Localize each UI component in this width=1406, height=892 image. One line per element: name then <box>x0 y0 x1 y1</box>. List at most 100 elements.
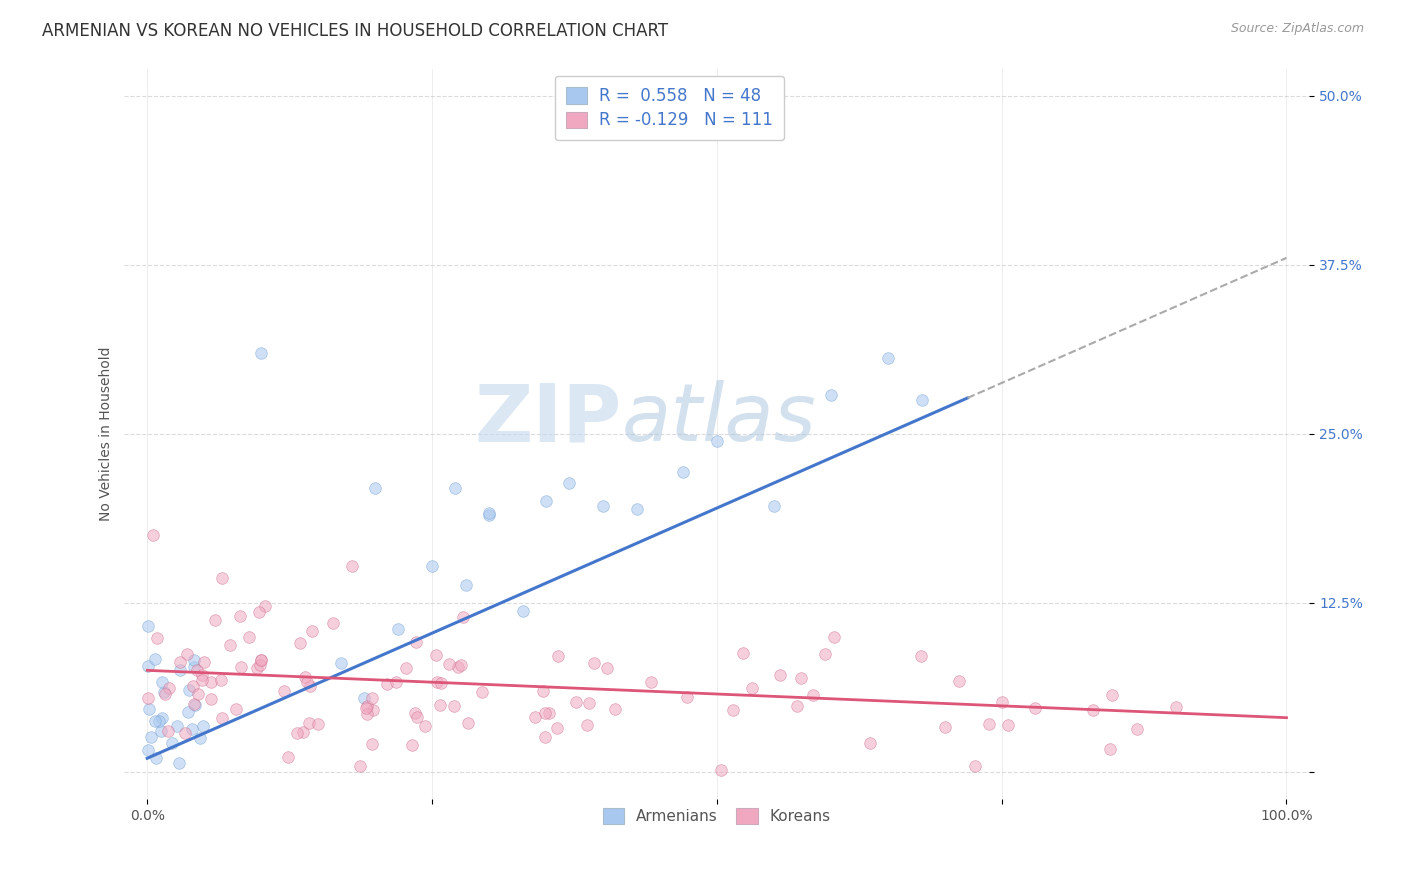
Point <box>211 571 233 585</box>
Point <box>166 719 188 733</box>
Point <box>229 660 252 674</box>
Point <box>430 676 453 690</box>
Point <box>204 613 226 627</box>
Point <box>322 615 344 630</box>
Point <box>721 702 744 716</box>
Point <box>820 388 842 402</box>
Point <box>991 695 1014 709</box>
Point <box>876 351 898 365</box>
Point <box>592 499 614 513</box>
Point <box>823 630 845 644</box>
Point <box>211 711 233 725</box>
Point <box>288 636 311 650</box>
Point <box>578 696 600 710</box>
Point <box>238 630 260 644</box>
Point <box>307 717 329 731</box>
Point <box>294 670 316 684</box>
Point <box>911 392 934 407</box>
Point <box>229 609 252 624</box>
Point <box>387 622 409 636</box>
Point <box>801 688 824 702</box>
Point <box>187 687 209 701</box>
Point <box>157 681 180 695</box>
Point <box>253 599 276 613</box>
Y-axis label: No Vehicles in Household: No Vehicles in Household <box>100 346 114 521</box>
Point <box>565 695 588 709</box>
Point <box>456 578 478 592</box>
Point <box>138 702 160 716</box>
Point <box>533 706 555 721</box>
Point <box>1098 742 1121 756</box>
Point <box>814 647 837 661</box>
Point <box>471 685 494 699</box>
Point <box>225 702 247 716</box>
Point <box>451 609 474 624</box>
Point <box>136 618 159 632</box>
Point <box>209 673 232 688</box>
Point <box>136 658 159 673</box>
Point <box>200 675 222 690</box>
Point <box>710 763 733 777</box>
Point <box>596 661 619 675</box>
Point <box>250 653 273 667</box>
Point <box>143 714 166 728</box>
Point <box>157 724 180 739</box>
Point <box>790 671 813 685</box>
Point <box>523 710 546 724</box>
Point <box>150 711 173 725</box>
Point <box>385 675 408 690</box>
Point <box>190 668 212 682</box>
Point <box>512 604 534 618</box>
Point <box>250 345 273 359</box>
Point <box>183 680 205 694</box>
Point <box>152 675 174 690</box>
Point <box>534 494 557 508</box>
Point <box>176 705 198 719</box>
Point <box>186 663 208 677</box>
Point <box>146 631 169 645</box>
Point <box>190 731 212 745</box>
Point <box>443 699 465 714</box>
Point <box>340 558 363 573</box>
Point <box>450 658 472 673</box>
Point <box>965 758 987 772</box>
Point <box>145 750 167 764</box>
Point <box>429 698 451 712</box>
Point <box>181 722 204 736</box>
Point <box>948 674 970 689</box>
Point <box>349 759 371 773</box>
Point <box>148 714 170 728</box>
Point <box>299 679 322 693</box>
Point <box>183 659 205 673</box>
Point <box>546 721 568 735</box>
Point <box>478 506 501 520</box>
Text: ARMENIAN VS KOREAN NO VEHICLES IN HOUSEHOLD CORRELATION CHART: ARMENIAN VS KOREAN NO VEHICLES IN HOUSEH… <box>42 22 668 40</box>
Point <box>183 653 205 667</box>
Point <box>136 743 159 757</box>
Point <box>404 706 426 720</box>
Text: atlas: atlas <box>621 380 817 458</box>
Point <box>285 725 308 739</box>
Point <box>1101 688 1123 702</box>
Point <box>297 675 319 690</box>
Point <box>447 660 470 674</box>
Point <box>184 698 207 712</box>
Point <box>361 737 384 751</box>
Point <box>142 528 165 542</box>
Point <box>997 718 1019 732</box>
Point <box>672 465 695 479</box>
Point <box>246 661 269 675</box>
Point <box>356 706 378 721</box>
Point <box>356 698 378 713</box>
Point <box>200 692 222 706</box>
Point <box>356 700 378 714</box>
Point <box>605 701 627 715</box>
Point <box>1126 722 1149 736</box>
Point <box>361 703 384 717</box>
Point <box>174 726 197 740</box>
Point <box>360 691 382 706</box>
Point <box>547 648 569 663</box>
Point <box>769 668 792 682</box>
Point <box>149 724 172 739</box>
Point <box>425 648 447 663</box>
